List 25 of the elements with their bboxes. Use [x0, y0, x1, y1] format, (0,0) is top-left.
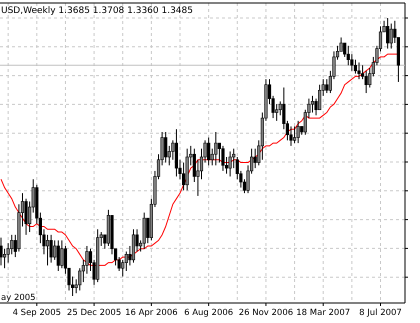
- candlestick: [56, 240, 60, 272]
- candlestick: [390, 23, 393, 50]
- x-tick-label: 6 Aug 2006: [184, 308, 234, 318]
- chart-title: USD,Weekly 1.3685 1.3708 1.3360 1.3485: [1, 6, 193, 16]
- x-tick-label: 26 Nov 2006: [238, 308, 294, 318]
- candlestick: [46, 234, 50, 266]
- candlestick: [50, 234, 53, 264]
- candlestick: [0, 237, 3, 266]
- candlestick: [164, 131, 168, 164]
- x-tick-label: 18 Mar 2007: [296, 308, 350, 318]
- x-tick-label: 8 Jul 2007: [359, 308, 402, 318]
- x-tick-label: 16 Apr 2006: [125, 308, 178, 318]
- x-tick-label: 25 Dec 2005: [66, 308, 122, 318]
- x-tick-label: 4 Sep 2005: [12, 308, 62, 318]
- candlestick: [254, 148, 257, 169]
- candlestick: [296, 120, 300, 144]
- candlestick: [207, 137, 210, 166]
- candlestick: [214, 131, 218, 166]
- annotation: ay 2005: [1, 293, 36, 303]
- candlestick: [325, 78, 328, 94]
- candlestick: [357, 62, 361, 80]
- candlestick: [221, 145, 225, 172]
- candlestick: [60, 240, 64, 269]
- candlestick: [228, 150, 232, 177]
- candlestick: [386, 18, 390, 50]
